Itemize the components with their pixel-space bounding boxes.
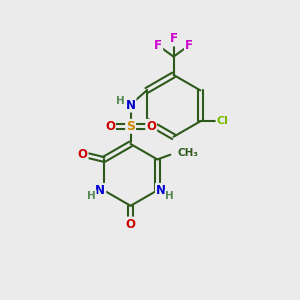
Text: H: H bbox=[165, 190, 174, 201]
Text: N: N bbox=[95, 184, 105, 197]
Text: N: N bbox=[126, 99, 136, 112]
Text: F: F bbox=[169, 32, 178, 46]
Text: S: S bbox=[126, 120, 135, 133]
Text: H: H bbox=[87, 190, 96, 201]
Text: H: H bbox=[116, 96, 125, 106]
Text: Cl: Cl bbox=[217, 116, 228, 126]
Text: F: F bbox=[185, 39, 193, 52]
Text: CH₃: CH₃ bbox=[177, 148, 198, 158]
Text: N: N bbox=[156, 184, 166, 197]
Text: F: F bbox=[154, 39, 162, 52]
Text: O: O bbox=[78, 148, 88, 160]
Text: O: O bbox=[126, 218, 136, 231]
Text: O: O bbox=[105, 120, 115, 133]
Text: O: O bbox=[146, 120, 156, 133]
